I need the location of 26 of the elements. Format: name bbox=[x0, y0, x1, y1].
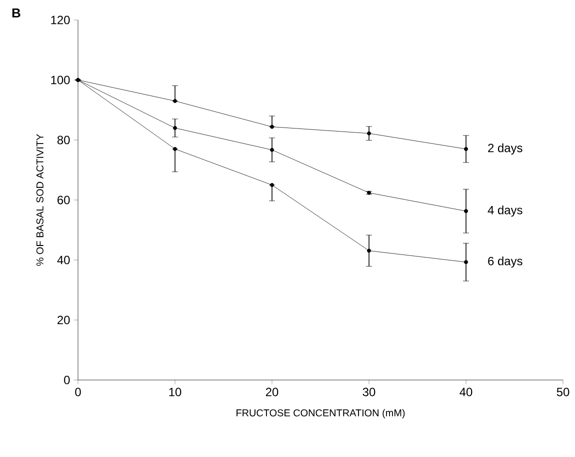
y-tick-label: 0 bbox=[64, 376, 70, 384]
point bbox=[464, 260, 468, 264]
text: B bbox=[12, 8, 20, 18]
x-tick-label: 20 bbox=[266, 388, 278, 396]
point bbox=[464, 209, 468, 214]
y-tick-label: 60 bbox=[58, 196, 70, 204]
y-axis-title: % OF BASAL SOD ACTIVITY bbox=[36, 134, 44, 266]
x-tick-label: 50 bbox=[556, 388, 570, 396]
y-tick-label: 120 bbox=[51, 16, 70, 24]
x-tick-label: 40 bbox=[460, 388, 472, 396]
point bbox=[464, 147, 468, 151]
x-axis-title: FRUCTOSE CONCENTRATION (mM) bbox=[236, 409, 405, 418]
y-tick-label: 40 bbox=[57, 256, 70, 264]
x-tick-label: 10 bbox=[169, 388, 182, 396]
point bbox=[270, 148, 274, 152]
series-label: 4 days bbox=[488, 206, 522, 217]
point bbox=[173, 126, 177, 130]
y-tick-label: 20 bbox=[58, 316, 70, 324]
point bbox=[367, 248, 372, 253]
series-label: 6 days bbox=[488, 256, 522, 268]
y-tick-label: 80 bbox=[57, 136, 70, 144]
x-tick-label: 30 bbox=[362, 388, 376, 396]
point bbox=[367, 131, 372, 136]
y-tick-label: 100 bbox=[51, 76, 70, 84]
x-tick-label: 0 bbox=[75, 388, 81, 396]
series-label: 2 days bbox=[488, 143, 522, 155]
